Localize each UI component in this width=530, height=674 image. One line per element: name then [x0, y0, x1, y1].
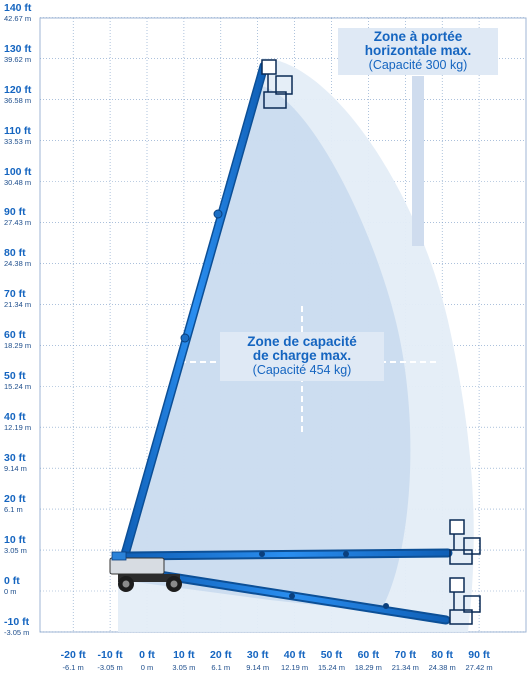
x-tick-ft: 80 ft [431, 649, 453, 661]
y-tick-m: 42.67 m [4, 13, 32, 23]
y-tick-ft: 90 ft [4, 206, 26, 219]
y-tick-ft: 80 ft [4, 247, 26, 260]
y-tick-ft: 30 ft [4, 452, 26, 465]
x-tick-ft: 20 ft [210, 649, 232, 661]
y-tick-ft: -10 ft [4, 615, 30, 628]
y-tick-m: 6.1 m [4, 505, 23, 515]
x-tick-ft: 50 ft [320, 649, 343, 661]
x-tick-m: 24.38 m [428, 663, 456, 672]
y-tick-ft: 140 ft [4, 1, 32, 14]
y-tick-ft: 120 ft [4, 83, 32, 96]
x-tick-ft: 60 ft [357, 649, 380, 661]
x-tick-ft: 0 ft [139, 649, 155, 661]
boom-horizontal [119, 548, 453, 561]
zone-capacity-label: Zone de capacité de charge max. (Capacit… [220, 332, 384, 381]
basket-top [261, 59, 293, 109]
y-tick-ft: 10 ft [4, 534, 26, 547]
y-tick-ft: 20 ft [4, 493, 26, 506]
y-tick-ft: 130 ft [4, 42, 32, 55]
x-tick-m: 9.14 m [246, 663, 270, 672]
y-tick-ft: 100 ft [4, 165, 32, 178]
y-tick-ft: 70 ft [4, 288, 26, 301]
y-tick-ft: 50 ft [4, 370, 26, 383]
y-tick-m: 9.14 m [4, 464, 27, 474]
y-tick-m: 24.38 m [4, 259, 32, 269]
machine-chassis [109, 551, 182, 592]
x-tick-m: 27.42 m [465, 663, 493, 672]
y-tick-m: 12.19 m [4, 423, 32, 433]
x-tick-m: 12.19 m [281, 663, 309, 672]
x-tick-ft: 30 ft [246, 649, 269, 661]
x-tick-m: -3.05 m [97, 663, 123, 672]
zone-capacity-capacity: (Capacité 454 kg) [252, 363, 352, 377]
basket-low [449, 577, 481, 625]
y-tick-ft: 60 ft [4, 329, 26, 342]
zone-horizontal-title-2: horizontale max. [364, 43, 472, 58]
basket-horizontal [449, 519, 481, 565]
zone-capacity-title-1: Zone de capacité [247, 334, 357, 349]
x-tick-m: 6.1 m [211, 663, 231, 672]
x-tick-m: 3.05 m [172, 663, 196, 672]
y-tick-m: 0 m [4, 587, 17, 596]
x-tick-m: 18.29 m [354, 663, 382, 672]
x-tick-m: 21.34 m [391, 663, 419, 672]
x-tick-ft: 40 ft [283, 649, 306, 661]
x-tick-m: 15.24 m [317, 663, 346, 672]
y-tick-m: 3.05 m [4, 546, 27, 556]
y-tick-m: 27.43 m [4, 218, 32, 228]
y-tick-m: 30.48 m [4, 177, 32, 187]
y-tick-m: 39.62 m [4, 54, 32, 64]
zone-capacity-title-2: de charge max. [252, 348, 352, 363]
y-tick-m: 21.34 m [4, 300, 32, 310]
x-tick-m: -6.1 m [62, 663, 84, 672]
y-tick-m: 18.29 m [4, 341, 32, 351]
y-tick-m: -3.05 m [4, 627, 30, 637]
boom-low [135, 567, 451, 625]
x-tick-ft: 10 ft [173, 649, 195, 661]
x-tick-ft: 90 ft [468, 649, 490, 661]
x-tick-ft: -20 ft [60, 649, 86, 661]
y-tick-ft: 40 ft [4, 411, 26, 424]
y-tick-m: 36.58 m [4, 95, 32, 105]
zone-horizontal-capacity: (Capacité 300 kg) [368, 58, 468, 72]
y-tick-ft: 110 ft [4, 124, 31, 137]
zone-horizontal-label: Zone à portée horizontale max. (Capacité… [338, 28, 498, 75]
y-tick-ft: 0 ft [4, 575, 20, 587]
y-tick-m: 33.53 m [4, 136, 32, 146]
x-tick-ft: 70 ft [394, 649, 417, 661]
zone-horizontal-title-1: Zone à portée [373, 29, 463, 44]
boom-vertical [119, 61, 269, 563]
y-tick-m: 15.24 m [4, 382, 32, 392]
x-tick-ft: -10 ft [97, 649, 123, 661]
x-tick-m: 0 m [140, 663, 154, 672]
zone-horizontal-pointer [412, 76, 424, 246]
